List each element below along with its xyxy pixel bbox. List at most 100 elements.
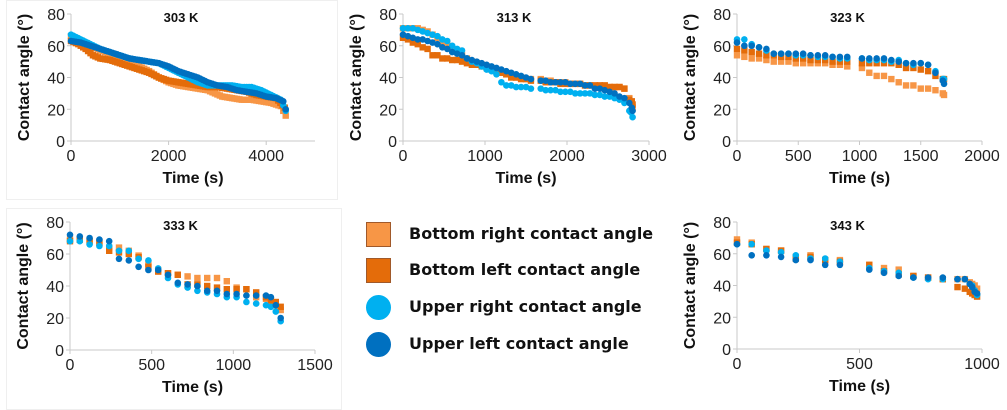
data-point — [586, 82, 594, 89]
series-bottom-left-contact-angle — [733, 239, 981, 300]
data-point — [858, 55, 866, 62]
data-point — [458, 58, 466, 65]
y-axis-label: Contact angle (°) — [15, 222, 32, 349]
data-point — [252, 300, 260, 307]
x-tick-label: 500 — [785, 148, 812, 165]
data-point — [910, 82, 917, 89]
data-point — [924, 274, 932, 281]
data-point — [807, 51, 814, 59]
chart-title: 303 K — [164, 10, 199, 25]
data-point — [76, 233, 84, 240]
data-point — [414, 36, 422, 43]
data-point — [888, 75, 895, 83]
series-upper-left-contact-angle — [733, 39, 948, 88]
y-tick-label: 20 — [713, 102, 731, 119]
y-tick-label: 80 — [713, 7, 731, 24]
data-point — [814, 51, 822, 59]
data-point — [821, 255, 829, 262]
data-point — [203, 287, 211, 295]
legend-item-upper-left: Upper left contact angle — [362, 328, 662, 358]
data-point — [512, 83, 520, 91]
data-point — [503, 82, 510, 89]
data-point — [733, 45, 741, 53]
chart-title: 343 K — [830, 218, 865, 233]
data-point — [777, 50, 785, 57]
data-point — [204, 274, 211, 282]
x-tick-label: 1000 — [842, 148, 878, 165]
data-point — [443, 45, 451, 53]
data-point — [821, 51, 829, 59]
data-point — [733, 39, 741, 46]
square-marker-icon — [366, 222, 391, 247]
data-point — [910, 59, 917, 67]
data-point — [243, 292, 250, 299]
data-point — [785, 58, 792, 65]
y-tick-label: 60 — [713, 39, 731, 56]
data-point — [836, 53, 844, 61]
data-point — [954, 275, 961, 283]
data-point — [954, 283, 961, 291]
y-axis-label: Contact angle (°) — [682, 14, 699, 141]
data-point — [272, 301, 280, 309]
data-point — [434, 32, 441, 40]
data-point — [145, 266, 152, 274]
data-point — [458, 47, 466, 54]
data-point — [434, 52, 441, 59]
x-tick-label: 0 — [733, 356, 742, 373]
y-tick-label: 0 — [722, 342, 731, 359]
data-point — [917, 66, 924, 73]
data-point — [194, 274, 201, 282]
data-point — [741, 53, 748, 61]
data-point — [866, 55, 873, 62]
data-point — [792, 60, 799, 67]
data-point — [763, 45, 770, 53]
data-point — [96, 242, 103, 250]
data-point — [448, 42, 456, 50]
data-point — [194, 282, 201, 290]
y-tick-label: 0 — [722, 134, 731, 151]
data-point — [844, 63, 851, 70]
data-point — [591, 85, 599, 92]
data-point — [741, 36, 748, 43]
data-point — [902, 64, 910, 72]
data-point — [763, 247, 770, 254]
data-point — [66, 231, 74, 239]
data-point — [164, 271, 172, 279]
data-point — [733, 52, 741, 59]
data-point — [755, 44, 763, 51]
data-point — [527, 75, 535, 83]
data-point — [873, 72, 880, 80]
data-point — [792, 256, 800, 264]
y-tick-label: 0 — [388, 134, 397, 151]
x-axis-label: Time (s) — [162, 170, 223, 187]
data-point — [895, 272, 902, 280]
data-point — [498, 78, 505, 86]
data-point — [66, 237, 74, 245]
data-point — [910, 274, 917, 281]
data-point — [770, 58, 777, 65]
data-point — [843, 53, 851, 61]
y-tick-label: 60 — [713, 247, 731, 264]
data-point — [542, 86, 549, 94]
data-point — [488, 67, 495, 75]
x-tick-label: 0 — [67, 148, 76, 165]
data-point — [174, 271, 181, 278]
data-point — [799, 60, 807, 67]
data-point — [902, 82, 910, 89]
data-point — [458, 51, 466, 59]
data-point — [409, 39, 417, 46]
data-point — [566, 80, 574, 88]
data-point — [932, 87, 939, 94]
data-point — [873, 55, 880, 62]
data-point — [223, 290, 231, 298]
data-point — [961, 275, 969, 283]
x-tick-label: 1500 — [903, 148, 939, 165]
data-point — [194, 287, 201, 295]
data-point — [940, 80, 948, 88]
data-point — [611, 83, 618, 91]
data-point — [829, 58, 836, 65]
data-point — [755, 50, 763, 57]
data-point — [86, 234, 93, 242]
y-axis-label: Contact angle (°) — [348, 14, 365, 141]
